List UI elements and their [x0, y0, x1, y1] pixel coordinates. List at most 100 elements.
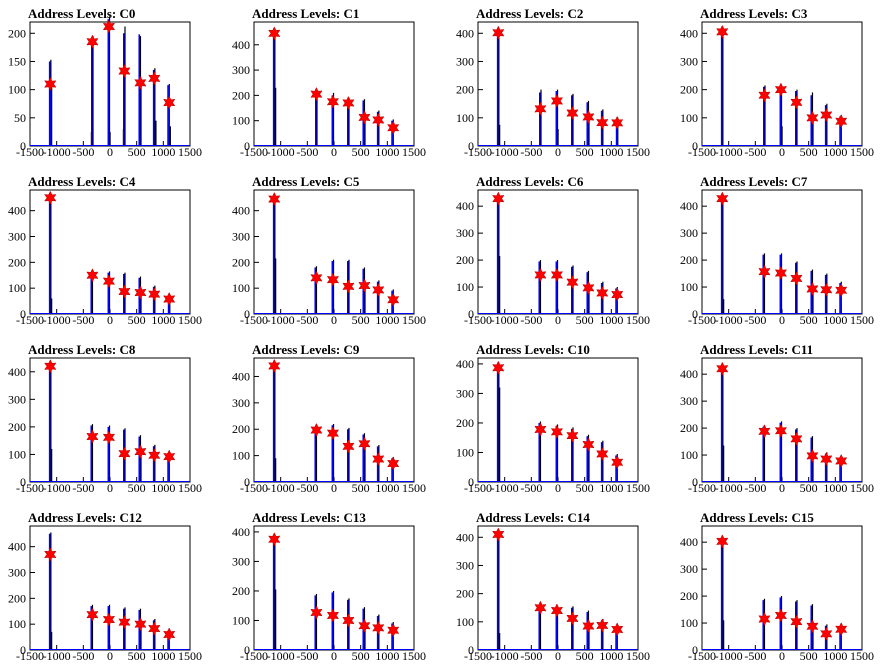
- peak-marker: [611, 115, 624, 130]
- y-tick-label: 300: [8, 230, 26, 244]
- peak-marker: [326, 426, 340, 441]
- peak-marker: [806, 448, 819, 463]
- chart-title: Address Levels: C6: [476, 174, 584, 189]
- y-tick-label: 0: [692, 475, 698, 489]
- peak-marker: [534, 422, 547, 437]
- x-tick-label: 1500: [626, 649, 650, 663]
- y-tick-label: 200: [8, 420, 26, 434]
- y-tick-label: 100: [456, 111, 474, 125]
- chart-panel: Address Levels: C1 0 100 200 300 400 -1500-100…: [232, 6, 426, 159]
- peak-marker: [534, 101, 547, 116]
- peak-marker: [582, 618, 595, 634]
- y-tick-label: 400: [680, 199, 698, 213]
- y-tick-label: 400: [680, 535, 698, 549]
- peak-marker: [716, 24, 729, 39]
- x-tick-label: -500: [72, 145, 94, 159]
- x-tick-label: -1000: [43, 313, 71, 327]
- peak-marker: [372, 282, 385, 298]
- x-tick-label: 500: [352, 481, 370, 495]
- peak-marker: [596, 446, 609, 462]
- x-tick-label: -1500: [240, 313, 268, 327]
- chart-panel: Address Levels: C3 0 100 200 300 400 -1500-100…: [680, 6, 874, 159]
- chart-title: Address Levels: C10: [476, 342, 590, 357]
- x-tick-label: 1500: [178, 481, 202, 495]
- peak-marker: [492, 191, 505, 206]
- y-tick-label: 300: [456, 386, 474, 400]
- x-tick-label: -1000: [43, 649, 71, 663]
- x-tick-label: 500: [800, 481, 818, 495]
- y-tick-label: 100: [232, 613, 250, 627]
- x-tick-label: -1000: [267, 313, 295, 327]
- x-tick-label: -1000: [715, 649, 743, 663]
- peak-marker: [387, 120, 400, 135]
- chart-title: Address Levels: C11: [700, 342, 813, 357]
- y-tick-label: 0: [244, 475, 250, 489]
- x-tick-label: 500: [128, 481, 146, 495]
- y-tick-label: 300: [232, 554, 250, 568]
- x-tick-label: 1500: [626, 313, 650, 327]
- y-tick-label: 100: [8, 617, 26, 631]
- x-tick-label: 0: [555, 313, 561, 327]
- x-tick-label: 1500: [178, 145, 202, 159]
- y-tick-label: 300: [8, 566, 26, 580]
- x-tick-label: -500: [744, 145, 766, 159]
- chart-title: Address Levels: C7: [700, 174, 808, 189]
- chart-panel: Address Levels: C6 0 100 200 300 400 -1500-100…: [456, 174, 650, 327]
- y-tick-label: 0: [20, 307, 26, 321]
- peak-marker: [163, 291, 176, 307]
- chart-title: Address Levels: C5: [252, 174, 360, 189]
- peak-marker: [790, 95, 803, 110]
- peak-marker: [774, 265, 788, 281]
- peak-marker: [790, 431, 803, 446]
- x-tick-label: 0: [779, 145, 785, 159]
- x-tick-label: -1500: [240, 145, 268, 159]
- x-tick-label: 0: [331, 145, 337, 159]
- peak-marker: [758, 264, 771, 279]
- y-tick-label: 300: [232, 230, 250, 244]
- peak-marker: [566, 275, 579, 290]
- peak-marker: [582, 109, 595, 125]
- y-tick-label: 200: [8, 255, 26, 269]
- y-tick-label: 0: [692, 643, 698, 657]
- x-tick-label: 500: [352, 649, 370, 663]
- peak-marker: [820, 626, 833, 641]
- peak-marker: [86, 34, 99, 49]
- x-tick-label: 1500: [850, 481, 874, 495]
- peak-marker: [358, 618, 371, 633]
- y-tick-label: 100: [680, 448, 698, 462]
- y-tick-label: 400: [232, 38, 250, 52]
- peak-marker: [118, 284, 131, 299]
- x-tick-label: -1500: [688, 145, 716, 159]
- peak-marker: [134, 285, 147, 300]
- peak-marker: [806, 110, 819, 125]
- y-tick-label: 50: [14, 111, 26, 125]
- x-tick-label: 500: [576, 313, 594, 327]
- chart-panel: Address Levels: C4 0 100 200 300 400 -1500-100…: [8, 174, 202, 327]
- y-tick-label: 100: [680, 616, 698, 630]
- chart-panel: Address Levels: C12 0 100 200 300 400 -1500-10…: [8, 510, 202, 663]
- x-tick-label: 1000: [823, 649, 847, 663]
- peak-marker: [326, 272, 340, 287]
- x-tick-label: 500: [576, 145, 594, 159]
- x-tick-label: -1000: [267, 481, 295, 495]
- y-tick-label: 0: [468, 307, 474, 321]
- peak-marker: [102, 612, 116, 627]
- y-tick-label: 0: [692, 307, 698, 321]
- x-tick-label: -1500: [464, 313, 492, 327]
- peak-marker: [758, 88, 771, 103]
- x-tick-label: 500: [128, 649, 146, 663]
- y-tick-label: 300: [232, 63, 250, 77]
- peak-marker: [550, 93, 564, 108]
- x-tick-label: -1000: [491, 313, 519, 327]
- peak-marker: [163, 449, 176, 464]
- x-tick-label: -1500: [240, 649, 268, 663]
- peak-marker: [550, 267, 564, 282]
- y-tick-label: 100: [232, 281, 250, 295]
- x-tick-label: 1500: [850, 649, 874, 663]
- peak-marker: [86, 429, 99, 444]
- chart-panel: Address Levels: C13 0 100 200 300 400 -1500-10…: [232, 510, 426, 663]
- peak-marker: [342, 95, 355, 111]
- y-tick-label: 400: [456, 199, 474, 213]
- peak-marker: [387, 292, 400, 307]
